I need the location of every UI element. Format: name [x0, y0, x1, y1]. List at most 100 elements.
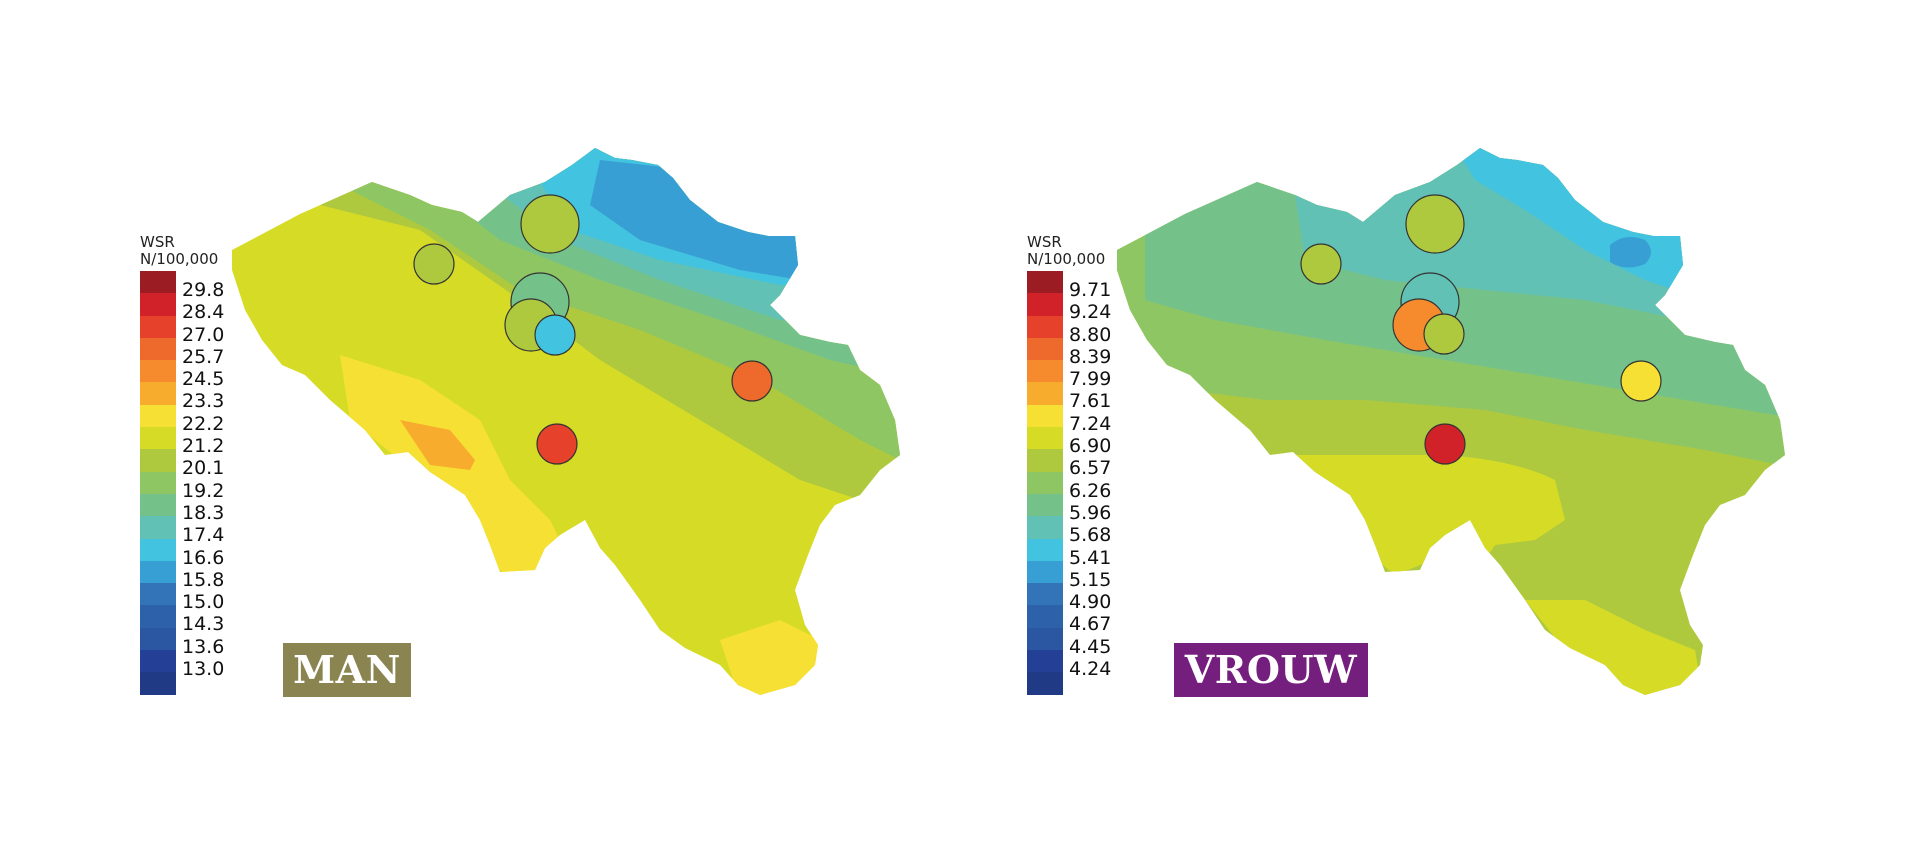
legend-swatch — [1027, 605, 1063, 628]
legend-value: 15.8 — [182, 568, 225, 591]
legend-value: 5.41 — [1069, 546, 1112, 569]
belgium-map-vrouw — [1117, 148, 1785, 695]
legend-value: 6.26 — [1069, 479, 1112, 502]
legend-value: 6.90 — [1069, 435, 1112, 458]
legend-value: 5.96 — [1069, 501, 1112, 524]
legend-value: 13.0 — [182, 658, 225, 681]
legend-man: WSR N/100,000 — [140, 233, 224, 695]
legend-swatch — [140, 672, 176, 695]
legend-swatch — [1027, 672, 1063, 695]
legend-value: 20.1 — [182, 457, 225, 480]
legend-value: 5.15 — [1069, 568, 1112, 591]
legend-value: 25.7 — [182, 345, 225, 368]
legend-swatch — [140, 583, 176, 606]
legend-swatch — [140, 449, 176, 472]
legend-value: 4.24 — [1069, 658, 1112, 681]
legend-swatch — [140, 360, 176, 383]
band-24-5 — [400, 420, 475, 470]
legend-swatch — [140, 605, 176, 628]
legend-value: 8.39 — [1069, 345, 1112, 368]
legend-value: 28.4 — [182, 301, 225, 324]
legend-title-line1: WSR — [140, 233, 175, 251]
legend-swatch — [140, 560, 176, 584]
map-panel-man: WSR N/100,000 — [140, 148, 900, 697]
circle-marker — [1300, 243, 1342, 285]
legend-swatch — [1027, 293, 1063, 316]
band-5-15 — [1610, 236, 1651, 268]
band-6-90-south — [1525, 600, 1700, 695]
circles-man — [413, 194, 773, 465]
legend-swatch — [1027, 650, 1063, 673]
legend-swatch — [140, 293, 176, 316]
legend-swatch — [1027, 271, 1063, 294]
legend-labels: 29.8 28.4 27.0 25.7 24.5 23.3 22.2 21.2 … — [182, 279, 224, 680]
map-panel-vrouw: WSR N/100,000 — [885, 0, 1845, 864]
legend-value: 18.3 — [182, 501, 225, 524]
legend-swatch — [1027, 449, 1063, 472]
circle-marker — [731, 360, 773, 402]
legend-value: 7.61 — [1069, 390, 1112, 413]
legend-value: 17.4 — [182, 524, 225, 547]
legend-swatch — [1027, 583, 1063, 606]
legend-value: 13.6 — [182, 635, 225, 658]
legend-swatch — [1027, 360, 1063, 383]
legend-swatch — [140, 427, 176, 450]
legend-vrouw: WSR N/100,000 — [1027, 233, 1111, 695]
legend-swatch — [140, 516, 176, 539]
legend-swatch — [140, 404, 176, 428]
badge-man: MAN — [283, 643, 411, 697]
legend-title-line2: N/100,000 — [140, 250, 219, 268]
legend-value: 14.3 — [182, 613, 225, 636]
band-15-8 — [590, 160, 810, 280]
legend-swatch — [1027, 427, 1063, 450]
legend-value: 9.24 — [1069, 301, 1112, 324]
legend-value: 7.24 — [1069, 412, 1112, 435]
legend-swatch — [140, 315, 176, 338]
legend-value: 29.8 — [182, 279, 225, 301]
legend-swatch — [140, 538, 176, 561]
circle-marker — [1423, 313, 1465, 355]
band-6-90 — [1280, 455, 1565, 575]
legend-value: 23.3 — [182, 390, 225, 413]
circle-marker — [1620, 360, 1662, 402]
legend-value: 6.57 — [1069, 457, 1112, 480]
legend-swatch — [1027, 404, 1063, 428]
legend-swatch — [140, 650, 176, 673]
circle-marker — [1405, 194, 1465, 254]
legend-value: 27.0 — [182, 323, 225, 346]
circles-vrouw — [1300, 194, 1662, 465]
legend-swatch — [1027, 471, 1063, 494]
belgium-map-man — [232, 148, 900, 695]
legend-value: 4.67 — [1069, 613, 1112, 636]
legend-swatch — [1027, 315, 1063, 338]
legend-value: 7.99 — [1069, 368, 1112, 391]
band-22-2-south — [720, 620, 820, 695]
legend-swatches — [140, 271, 176, 695]
legend-value: 24.5 — [182, 368, 225, 391]
circle-marker — [413, 243, 455, 285]
legend-swatch — [1027, 337, 1063, 361]
legend-value: 5.68 — [1069, 524, 1112, 547]
circle-marker — [536, 423, 578, 465]
legend-swatch — [140, 337, 176, 361]
legend-value: 4.45 — [1069, 635, 1112, 658]
legend-value: 4.90 — [1069, 591, 1112, 614]
circle-marker — [520, 194, 580, 254]
legend-swatch — [1027, 560, 1063, 584]
legend-value: 16.6 — [182, 546, 225, 569]
legend-swatch — [1027, 382, 1063, 405]
legend-swatch — [140, 471, 176, 494]
legend-value: 9.71 — [1069, 279, 1112, 301]
legend-title-line2: N/100,000 — [1027, 250, 1106, 268]
legend-labels: 9.71 9.24 8.80 8.39 7.99 7.61 7.24 6.90 … — [1069, 279, 1111, 680]
legend-swatch — [140, 627, 176, 651]
legend-swatch — [140, 493, 176, 517]
legend-swatch — [140, 271, 176, 294]
legend-swatch — [1027, 493, 1063, 517]
legend-value: 22.2 — [182, 412, 225, 435]
legend-value: 21.2 — [182, 435, 225, 458]
badge-vrouw: VROUW — [1174, 643, 1368, 697]
legend-swatch — [1027, 538, 1063, 561]
legend-swatch — [140, 382, 176, 405]
legend-title-line1: WSR — [1027, 233, 1062, 251]
